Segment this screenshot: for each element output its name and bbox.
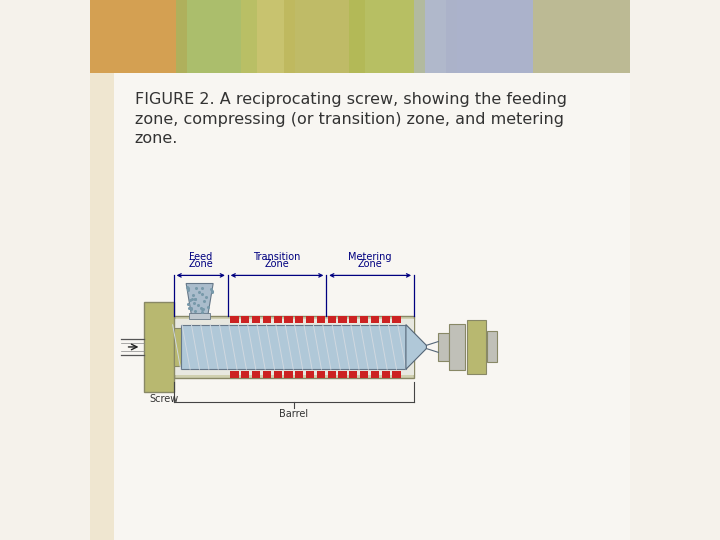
FancyBboxPatch shape [284,0,365,73]
FancyBboxPatch shape [328,371,336,378]
FancyBboxPatch shape [467,320,487,374]
FancyBboxPatch shape [176,0,258,73]
FancyBboxPatch shape [295,371,303,378]
FancyBboxPatch shape [252,316,260,323]
Polygon shape [186,284,213,316]
FancyBboxPatch shape [349,371,357,378]
FancyBboxPatch shape [189,313,210,319]
FancyBboxPatch shape [449,323,465,370]
FancyBboxPatch shape [392,316,400,323]
FancyBboxPatch shape [382,371,390,378]
FancyBboxPatch shape [230,316,238,323]
FancyBboxPatch shape [263,371,271,378]
Text: Screw: Screw [150,394,179,404]
FancyBboxPatch shape [90,0,198,73]
FancyBboxPatch shape [425,0,630,73]
FancyBboxPatch shape [338,316,346,323]
FancyBboxPatch shape [317,316,325,323]
FancyBboxPatch shape [306,316,314,323]
FancyBboxPatch shape [284,371,292,378]
Text: Zone: Zone [265,259,289,269]
Text: Zone: Zone [358,259,382,269]
FancyBboxPatch shape [317,371,325,378]
Text: Transition: Transition [253,252,301,262]
FancyBboxPatch shape [174,328,184,366]
FancyBboxPatch shape [328,316,336,323]
FancyBboxPatch shape [274,371,282,378]
FancyBboxPatch shape [360,316,368,323]
FancyBboxPatch shape [349,0,425,73]
FancyBboxPatch shape [252,371,260,378]
FancyBboxPatch shape [230,371,238,378]
FancyBboxPatch shape [487,332,498,362]
FancyBboxPatch shape [90,0,187,73]
FancyBboxPatch shape [174,319,414,375]
FancyBboxPatch shape [181,325,406,369]
FancyBboxPatch shape [174,316,414,378]
FancyBboxPatch shape [446,0,630,73]
FancyBboxPatch shape [176,0,463,73]
FancyBboxPatch shape [392,371,400,378]
FancyBboxPatch shape [360,371,368,378]
Text: Zone: Zone [189,259,213,269]
FancyBboxPatch shape [533,0,630,73]
Text: Barrel: Barrel [279,409,308,420]
FancyBboxPatch shape [90,73,114,540]
FancyBboxPatch shape [371,371,379,378]
FancyBboxPatch shape [241,371,249,378]
FancyBboxPatch shape [382,316,390,323]
FancyBboxPatch shape [414,0,457,73]
FancyBboxPatch shape [295,316,303,323]
FancyBboxPatch shape [371,316,379,323]
Polygon shape [406,325,426,369]
FancyBboxPatch shape [306,371,314,378]
FancyBboxPatch shape [90,73,630,540]
FancyBboxPatch shape [338,371,346,378]
FancyBboxPatch shape [284,316,292,323]
Text: Feed: Feed [189,252,212,262]
Text: Metering: Metering [348,252,392,262]
FancyBboxPatch shape [438,333,449,361]
FancyBboxPatch shape [144,302,174,392]
FancyBboxPatch shape [274,316,282,323]
Text: FIGURE 2. A reciprocating screw, showing the feeding
zone, compressing (or trans: FIGURE 2. A reciprocating screw, showing… [135,92,567,146]
FancyBboxPatch shape [349,316,357,323]
FancyBboxPatch shape [263,316,271,323]
FancyBboxPatch shape [241,0,295,73]
FancyBboxPatch shape [241,316,249,323]
